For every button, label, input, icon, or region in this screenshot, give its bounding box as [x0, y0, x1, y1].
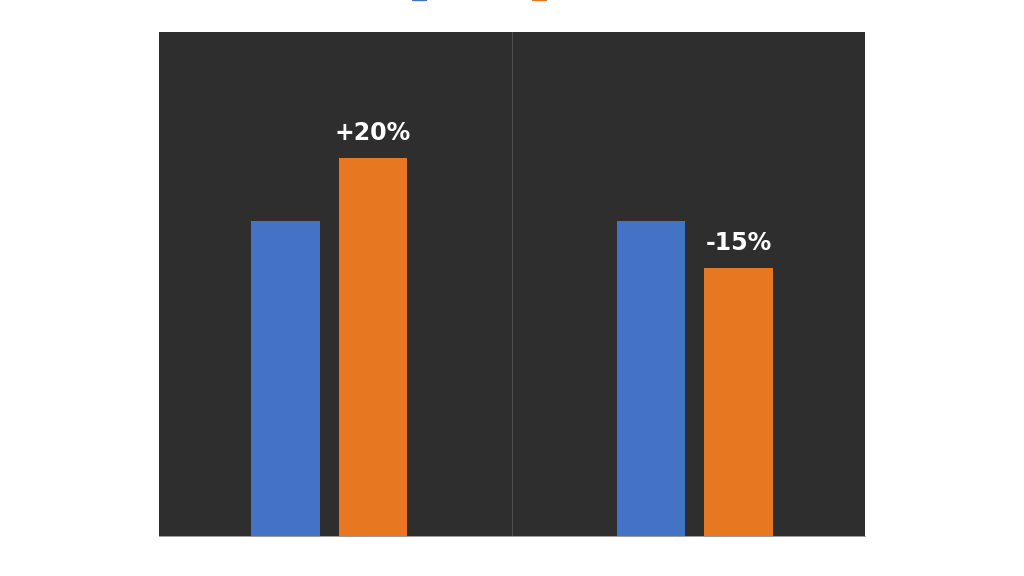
Bar — [251, 221, 319, 536]
Y-axis label: RELATIVE PERFORMANCE: RELATIVE PERFORMANCE — [100, 185, 115, 382]
Bar — [339, 158, 408, 536]
Bar — [616, 221, 685, 536]
Text: +20%: +20% — [335, 121, 412, 145]
Text: -15%: -15% — [706, 232, 772, 255]
Bar — [705, 268, 773, 536]
Legend: Go 1.17.8, Go 1.18: Go 1.17.8, Go 1.18 — [412, 0, 612, 2]
X-axis label: METRIC: METRIC — [482, 563, 542, 576]
